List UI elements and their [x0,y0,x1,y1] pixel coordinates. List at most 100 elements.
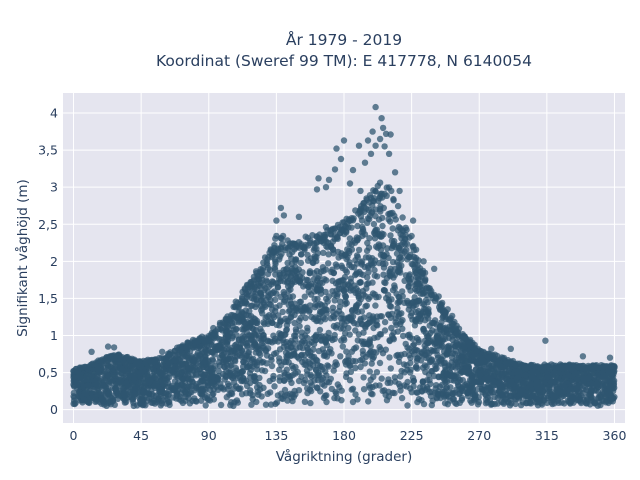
data-point [602,382,609,389]
data-point [186,389,193,396]
data-point [491,400,498,408]
data-point [342,330,349,337]
data-point [399,288,406,295]
data-point [411,346,418,354]
x-axis-title: Vågriktning (grader) [276,448,413,465]
data-point [83,372,91,379]
data-point [106,398,113,405]
data-point [558,393,565,400]
data-point [310,340,318,348]
data-point [355,294,363,301]
data-point [362,254,370,261]
data-point [369,355,376,362]
outlier-point [606,354,614,361]
data-point [354,337,361,344]
data-point [345,224,352,231]
data-point [365,382,373,389]
outlier-point [381,143,388,150]
data-point [307,399,314,407]
data-point [383,397,391,404]
data-point [255,391,262,398]
outlier-point [378,115,385,122]
data-point [220,358,227,366]
data-point [214,377,221,384]
data-point [201,371,208,378]
data-point [354,396,361,403]
data-points [70,103,618,410]
data-point [304,324,311,331]
data-point [290,340,297,347]
data-point [203,392,210,400]
data-point [370,316,377,324]
data-point [449,312,456,320]
data-point [284,283,292,290]
y-tick-label: 1,5 [38,291,58,306]
data-point [444,346,451,353]
data-point [320,239,327,246]
outlier-point [337,155,345,163]
data-point [287,313,294,320]
data-point [254,366,261,373]
data-point [373,243,380,250]
data-point [325,239,332,246]
data-point [475,398,483,406]
data-point [269,279,277,286]
data-point [320,231,328,239]
y-tick-label: 3,5 [38,143,58,158]
data-point [387,314,394,321]
data-point [522,371,529,379]
data-point [205,337,212,344]
data-point [312,333,319,340]
data-point [426,349,433,357]
data-point [256,386,264,393]
data-point [292,370,299,377]
data-point [245,292,252,299]
data-point [458,340,465,347]
data-point [241,300,249,307]
data-point [316,326,324,334]
data-point [346,261,353,268]
outlier-point [346,180,354,187]
data-point [389,225,396,232]
data-point [296,298,303,306]
data-point [329,304,337,311]
data-point [279,395,286,403]
data-point [355,331,362,338]
data-point [353,236,361,244]
data-point [360,386,368,393]
data-point [304,334,311,341]
data-point [148,387,155,394]
data-point [355,246,363,254]
data-point [407,385,414,392]
data-point [100,382,107,389]
data-point [263,360,270,367]
outlier-point [355,142,363,149]
data-point [239,332,247,339]
data-point [376,179,384,186]
data-point [365,350,372,358]
data-point [77,374,84,381]
x-tick-labels: 0 45 90 135 180 225 270 315 360 [70,428,627,443]
data-point [407,369,414,376]
data-point [419,364,427,371]
data-point [575,393,582,400]
data-point [356,279,363,286]
data-point [402,340,409,348]
data-point [582,383,589,390]
data-point [506,392,514,399]
data-point [259,264,267,272]
data-point [160,397,167,404]
data-point [391,374,399,381]
data-point [381,190,388,197]
data-point [272,308,279,315]
data-point [307,349,314,356]
data-point [486,390,493,397]
data-point [341,321,348,328]
data-point [457,347,465,354]
data-point [111,401,119,408]
data-point [516,368,523,375]
data-point [388,332,396,339]
outlier-point [331,166,339,173]
data-point [364,239,371,247]
data-point [334,322,341,329]
